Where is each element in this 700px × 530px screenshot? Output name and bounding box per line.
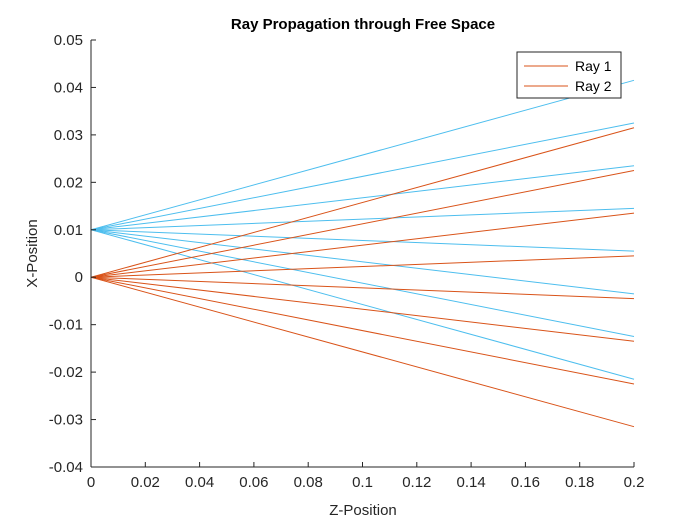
x-tick-label: 0.02 bbox=[131, 474, 160, 491]
y-tick-label: 0.05 bbox=[54, 32, 83, 49]
series-1-ray-line-5 bbox=[90, 276, 635, 300]
axes-layer: 0 0.02 0.04 0.06 0.08 0.1 0.12 0.14 0.16 0.18 0.2 -… bbox=[49, 32, 645, 491]
y-tick-label: 0.01 bbox=[54, 222, 83, 239]
series-2-ray-line-4 bbox=[90, 207, 635, 231]
series-2-ray-line-1 bbox=[90, 79, 635, 231]
x-tick-label: 0 bbox=[87, 474, 95, 491]
y-tick-label: -0.04 bbox=[49, 459, 83, 476]
series-1-ray-line-7 bbox=[90, 276, 635, 385]
series-1-ray-line-6 bbox=[90, 276, 635, 342]
y-tick-label: -0.02 bbox=[49, 364, 83, 381]
x-tick-label: 0.18 bbox=[565, 474, 594, 491]
x-tick-label: 0.08 bbox=[294, 474, 323, 491]
series-1-ray-line-3 bbox=[90, 212, 635, 278]
series-1-ray-line-8 bbox=[90, 276, 635, 428]
rays-layer bbox=[90, 79, 635, 428]
series-1-ray-line-4 bbox=[90, 255, 635, 278]
y-tick-label: -0.03 bbox=[49, 412, 83, 429]
x-tick-label: 0.16 bbox=[511, 474, 540, 491]
x-tick-label: 0.04 bbox=[185, 474, 214, 491]
y-tick-label: 0.02 bbox=[54, 174, 83, 191]
x-axis-label: Z-Position bbox=[329, 502, 397, 519]
plot-area bbox=[91, 40, 634, 467]
y-axis-label: X-Position bbox=[24, 219, 41, 287]
series-2-ray-line-3 bbox=[90, 165, 635, 231]
y-tick-label: 0 bbox=[75, 269, 83, 286]
legend[interactable]: Ray 1 Ray 2 bbox=[516, 51, 622, 99]
y-tick-label: -0.01 bbox=[49, 317, 83, 334]
series-2-ray-line-5 bbox=[90, 229, 635, 252]
legend-label: Ray 1 bbox=[575, 58, 612, 74]
x-tick-label: 0.1 bbox=[352, 474, 373, 491]
series-2-ray-line-7 bbox=[90, 229, 635, 338]
y-tick-label: 0.04 bbox=[54, 79, 83, 96]
legend-box bbox=[516, 51, 622, 99]
y-tick-label: 0.03 bbox=[54, 127, 83, 144]
series-1-ray-line-2 bbox=[90, 169, 635, 278]
series-2-ray-line-2 bbox=[90, 122, 635, 231]
chart-title: Ray Propagation through Free Space bbox=[231, 16, 495, 33]
x-tick-label: 0.12 bbox=[402, 474, 431, 491]
legend-label: Ray 2 bbox=[575, 78, 612, 94]
x-tick-label: 0.14 bbox=[456, 474, 485, 491]
x-tick-label: 0.2 bbox=[624, 474, 645, 491]
x-tick-label: 0.06 bbox=[239, 474, 268, 491]
series-2-ray-line-8 bbox=[90, 229, 635, 380]
series-2-ray-line-6 bbox=[90, 229, 635, 295]
series-1-ray-line-1 bbox=[90, 127, 635, 278]
